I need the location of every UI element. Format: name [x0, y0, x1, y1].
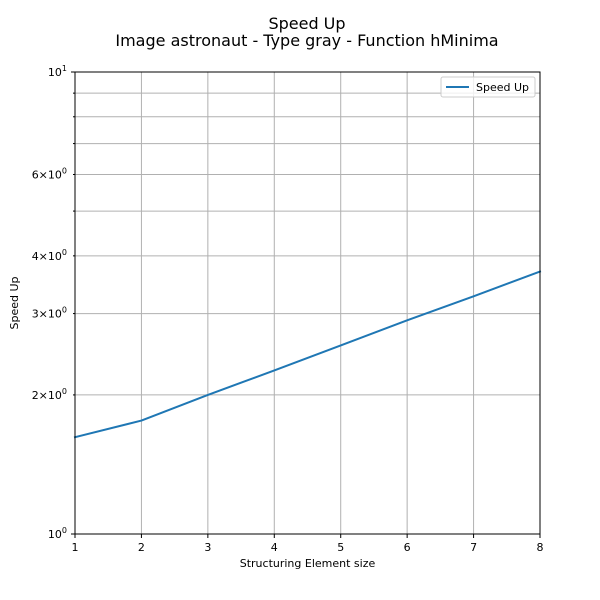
series-line: [73, 270, 542, 439]
y-axis-label: Speed Up: [8, 276, 21, 329]
y-tick-label: 2×100: [32, 387, 67, 402]
x-tick-label: 1: [72, 541, 79, 554]
y-tick-label: 100: [48, 526, 67, 541]
x-axis-label: Structuring Element size: [240, 557, 376, 570]
x-tick-label: 7: [470, 541, 477, 554]
x-tick-label: 3: [204, 541, 211, 554]
y-tick-label: 101: [48, 64, 67, 79]
x-tick-label: 2: [138, 541, 145, 554]
y-tick-label: 6×100: [32, 166, 67, 181]
chart-title: Speed Up: [268, 14, 345, 33]
legend: Speed Up: [440, 76, 536, 98]
y-tick-label: 4×100: [32, 248, 67, 263]
x-tick-label: 8: [537, 541, 544, 554]
axis-ticks: 1 2 3 4 5 6 7 8 100 101 2×100 3×100 4×100 6×100: [32, 64, 544, 554]
x-tick-label: 5: [337, 541, 344, 554]
x-tick-label: 6: [404, 541, 411, 554]
plot-area-frame: [74, 71, 541, 535]
x-tick-label: 4: [271, 541, 278, 554]
chart-subtitle: Image astronaut - Type gray - Function h…: [115, 31, 498, 50]
y-tick-label: 3×100: [32, 306, 67, 321]
legend-label: Speed Up: [476, 81, 529, 94]
legend-box: [440, 76, 536, 98]
plot-lines: [73, 270, 542, 439]
